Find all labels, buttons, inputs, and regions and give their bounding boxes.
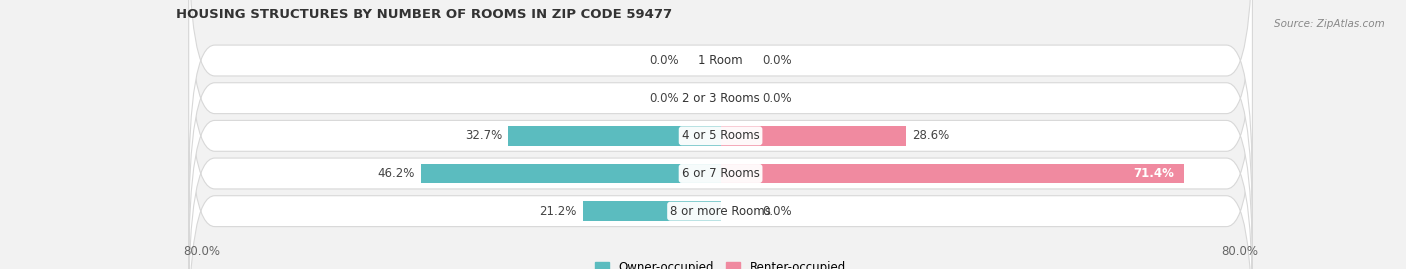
Text: 0.0%: 0.0% (762, 205, 793, 218)
Text: 1 Room: 1 Room (699, 54, 742, 67)
FancyBboxPatch shape (188, 76, 1253, 269)
FancyBboxPatch shape (188, 38, 1253, 269)
Text: 46.2%: 46.2% (377, 167, 415, 180)
Text: 0.0%: 0.0% (648, 92, 679, 105)
Text: 0.0%: 0.0% (762, 92, 793, 105)
Text: 0.0%: 0.0% (762, 54, 793, 67)
Bar (509, 126, 721, 146)
Text: 32.7%: 32.7% (465, 129, 502, 142)
Bar (721, 164, 1184, 183)
Text: 28.6%: 28.6% (912, 129, 950, 142)
Text: 21.2%: 21.2% (540, 205, 576, 218)
FancyBboxPatch shape (188, 0, 1253, 233)
Text: HOUSING STRUCTURES BY NUMBER OF ROOMS IN ZIP CODE 59477: HOUSING STRUCTURES BY NUMBER OF ROOMS IN… (176, 8, 672, 22)
FancyBboxPatch shape (188, 1, 1253, 269)
Bar (583, 201, 721, 221)
Bar (721, 126, 905, 146)
Text: 71.4%: 71.4% (1133, 167, 1174, 180)
Text: 4 or 5 Rooms: 4 or 5 Rooms (682, 129, 759, 142)
Text: 2 or 3 Rooms: 2 or 3 Rooms (682, 92, 759, 105)
Legend: Owner-occupied, Renter-occupied: Owner-occupied, Renter-occupied (591, 257, 851, 269)
Text: 8 or more Rooms: 8 or more Rooms (671, 205, 770, 218)
Text: 0.0%: 0.0% (648, 54, 679, 67)
Text: 6 or 7 Rooms: 6 or 7 Rooms (682, 167, 759, 180)
Bar (420, 164, 721, 183)
Text: Source: ZipAtlas.com: Source: ZipAtlas.com (1274, 19, 1385, 29)
FancyBboxPatch shape (188, 0, 1253, 196)
